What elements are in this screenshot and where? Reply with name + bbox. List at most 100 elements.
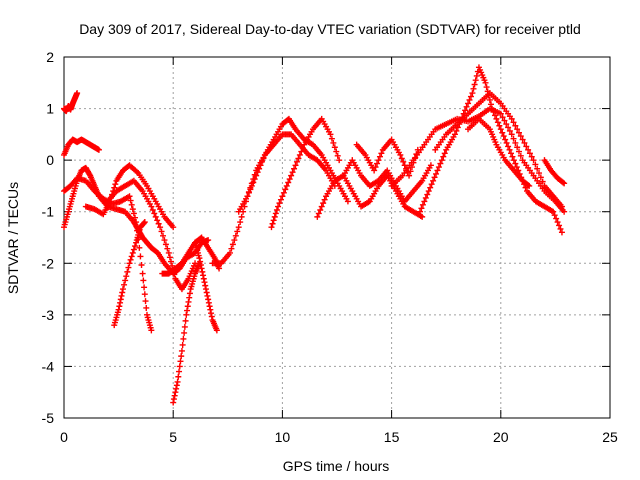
data-point (296, 151, 303, 158)
data-point (273, 206, 280, 213)
data-point (375, 157, 382, 164)
data-point (516, 148, 522, 155)
data-point (530, 157, 537, 164)
data-point (486, 96, 493, 103)
data-point (251, 176, 258, 183)
data-point (554, 219, 561, 226)
data-point (328, 135, 335, 142)
data-point (298, 148, 305, 155)
data-point (397, 151, 404, 158)
data-point (453, 127, 460, 134)
data-point (181, 323, 188, 330)
data-point (419, 201, 426, 208)
x-tick-label: 5 (169, 429, 177, 445)
data-point (503, 139, 510, 146)
data-point (119, 289, 126, 296)
data-point (558, 229, 565, 236)
data-point (550, 208, 557, 215)
data-point (126, 260, 133, 267)
data-point (229, 241, 236, 248)
data-point (138, 262, 145, 269)
x-tick-label: 25 (602, 429, 618, 445)
data-point (149, 206, 156, 213)
data-point (378, 150, 385, 157)
data-point (500, 133, 507, 140)
data-point (398, 155, 405, 162)
data-point (521, 139, 528, 146)
data-point (431, 174, 438, 181)
data-point (507, 150, 514, 157)
data-point (86, 171, 93, 178)
data-point (514, 144, 521, 151)
data-point (170, 396, 177, 403)
data-point (226, 249, 233, 256)
data-point (158, 228, 165, 235)
data-point (315, 210, 322, 217)
data-point (172, 389, 179, 396)
data-point (556, 222, 563, 229)
data-point (489, 105, 496, 112)
data-point (260, 155, 267, 162)
data-point (141, 219, 148, 226)
data-point (523, 143, 530, 150)
data-point (115, 306, 122, 313)
data-point (509, 153, 516, 160)
data-point (228, 245, 235, 252)
x-tick-label: 10 (275, 429, 291, 445)
data-point (141, 219, 148, 226)
data-point (170, 224, 177, 231)
data-point (401, 162, 408, 169)
data-point (525, 182, 532, 189)
data-point (317, 206, 324, 213)
data-point (129, 249, 136, 256)
data-point (205, 299, 212, 306)
data-point (74, 90, 81, 97)
data-point (254, 169, 261, 176)
data-point (202, 286, 209, 293)
data-point (418, 205, 425, 212)
data-point (237, 219, 244, 226)
data-point (142, 298, 149, 305)
data-point (512, 160, 519, 167)
data-point (514, 126, 521, 133)
data-point (178, 347, 185, 354)
data-point (505, 124, 512, 131)
data-point (208, 313, 215, 320)
data-point (203, 289, 210, 296)
data-point (557, 225, 564, 232)
y-tick-label: 2 (46, 49, 54, 65)
data-point (155, 220, 162, 227)
data-point (510, 157, 517, 164)
data-point (174, 378, 181, 385)
data-point (534, 165, 541, 172)
y-tick-label: -1 (42, 204, 55, 220)
data-point (271, 213, 278, 220)
data-point (124, 268, 131, 275)
data-point (181, 329, 188, 336)
data-point (282, 186, 289, 193)
data-point (291, 165, 298, 172)
data-point (268, 224, 275, 231)
data-point (513, 164, 520, 171)
data-point (438, 157, 445, 164)
data-point (127, 197, 134, 204)
data-point (196, 255, 203, 262)
data-point (558, 203, 565, 210)
data-point (466, 96, 473, 103)
data-point (186, 290, 193, 297)
data-point (286, 176, 293, 183)
data-point (182, 317, 189, 324)
data-point (173, 385, 180, 392)
x-tick-label: 0 (60, 429, 68, 445)
data-point (437, 160, 444, 167)
data-point (505, 143, 512, 150)
data-points (61, 64, 568, 406)
data-point (336, 157, 343, 164)
data-point (176, 368, 183, 375)
chart-title: Day 309 of 2017, Sidereal Day-to-day VTE… (79, 21, 581, 37)
data-point (199, 268, 206, 275)
data-point (334, 152, 341, 159)
data-point (422, 194, 429, 201)
data-point (275, 203, 282, 210)
data-point (197, 258, 204, 265)
